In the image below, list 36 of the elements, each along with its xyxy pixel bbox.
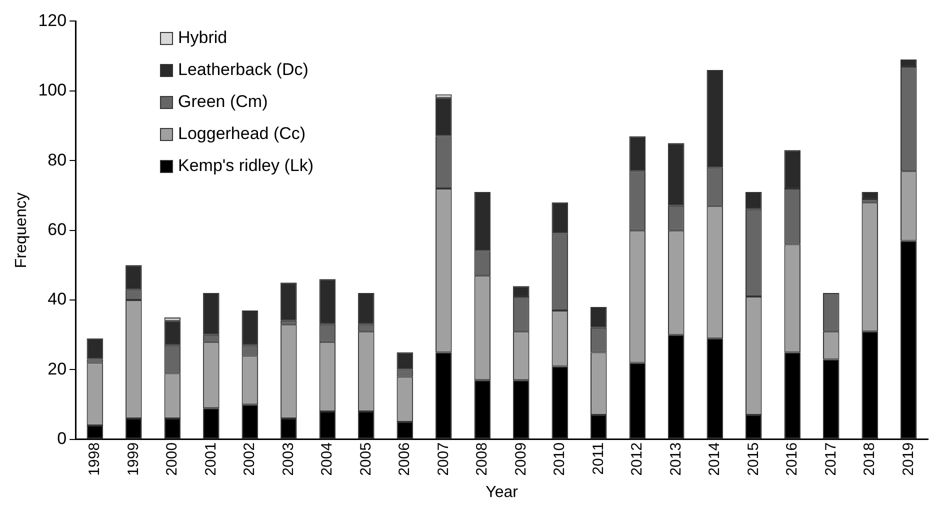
x-tick-label: 2019	[900, 442, 917, 476]
x-tick-label: 2010	[551, 442, 568, 476]
x-tick-label: 2014	[706, 442, 724, 476]
y-tick-label: 100	[38, 80, 67, 100]
legend-label: Hybrid	[178, 28, 228, 48]
y-tick-label: 40	[48, 290, 67, 309]
x-axis-title: Year	[486, 484, 519, 501]
x-tick-label: 2001	[202, 442, 220, 476]
x-tick-label: 2003	[280, 442, 297, 476]
legend-label: Leatherback (Dc)	[178, 60, 308, 80]
y-tick-label: 120	[38, 10, 67, 30]
x-tick-label: 1999	[124, 442, 142, 476]
x-tick-label: 2005	[357, 442, 374, 476]
legend-label: Loggerhead (Cc)	[178, 124, 306, 144]
y-tick-label: 0	[57, 429, 67, 448]
y-axis-title: Frequency	[13, 192, 30, 268]
x-tick-label: 2011	[590, 442, 607, 475]
x-tick-label: 2018	[861, 442, 878, 476]
x-tick-label: 2009	[512, 442, 530, 476]
x-tick-label: 2008	[474, 442, 491, 476]
x-tick-label: 2012	[628, 442, 646, 476]
x-tick-label: 2015	[744, 442, 762, 476]
y-tick-label: 80	[48, 150, 67, 170]
x-tick-label: 2007	[434, 442, 452, 476]
x-tick-label: 2002	[241, 442, 258, 476]
x-tick-label: 2000	[164, 442, 181, 476]
legend-label: Kemp's ridley (Lk)	[178, 156, 314, 176]
x-tick-label: 1998	[86, 442, 104, 476]
x-tick-label: 2016	[784, 442, 801, 476]
y-tick-label: 20	[48, 359, 67, 378]
y-tick-label: 60	[48, 220, 67, 240]
legend-label: Green (Cm)	[178, 92, 268, 112]
x-tick-label: 2004	[318, 442, 336, 476]
x-tick-label: 2013	[667, 442, 684, 476]
x-tick-label: 2017	[822, 442, 840, 476]
x-tick-label: 2006	[396, 442, 414, 476]
